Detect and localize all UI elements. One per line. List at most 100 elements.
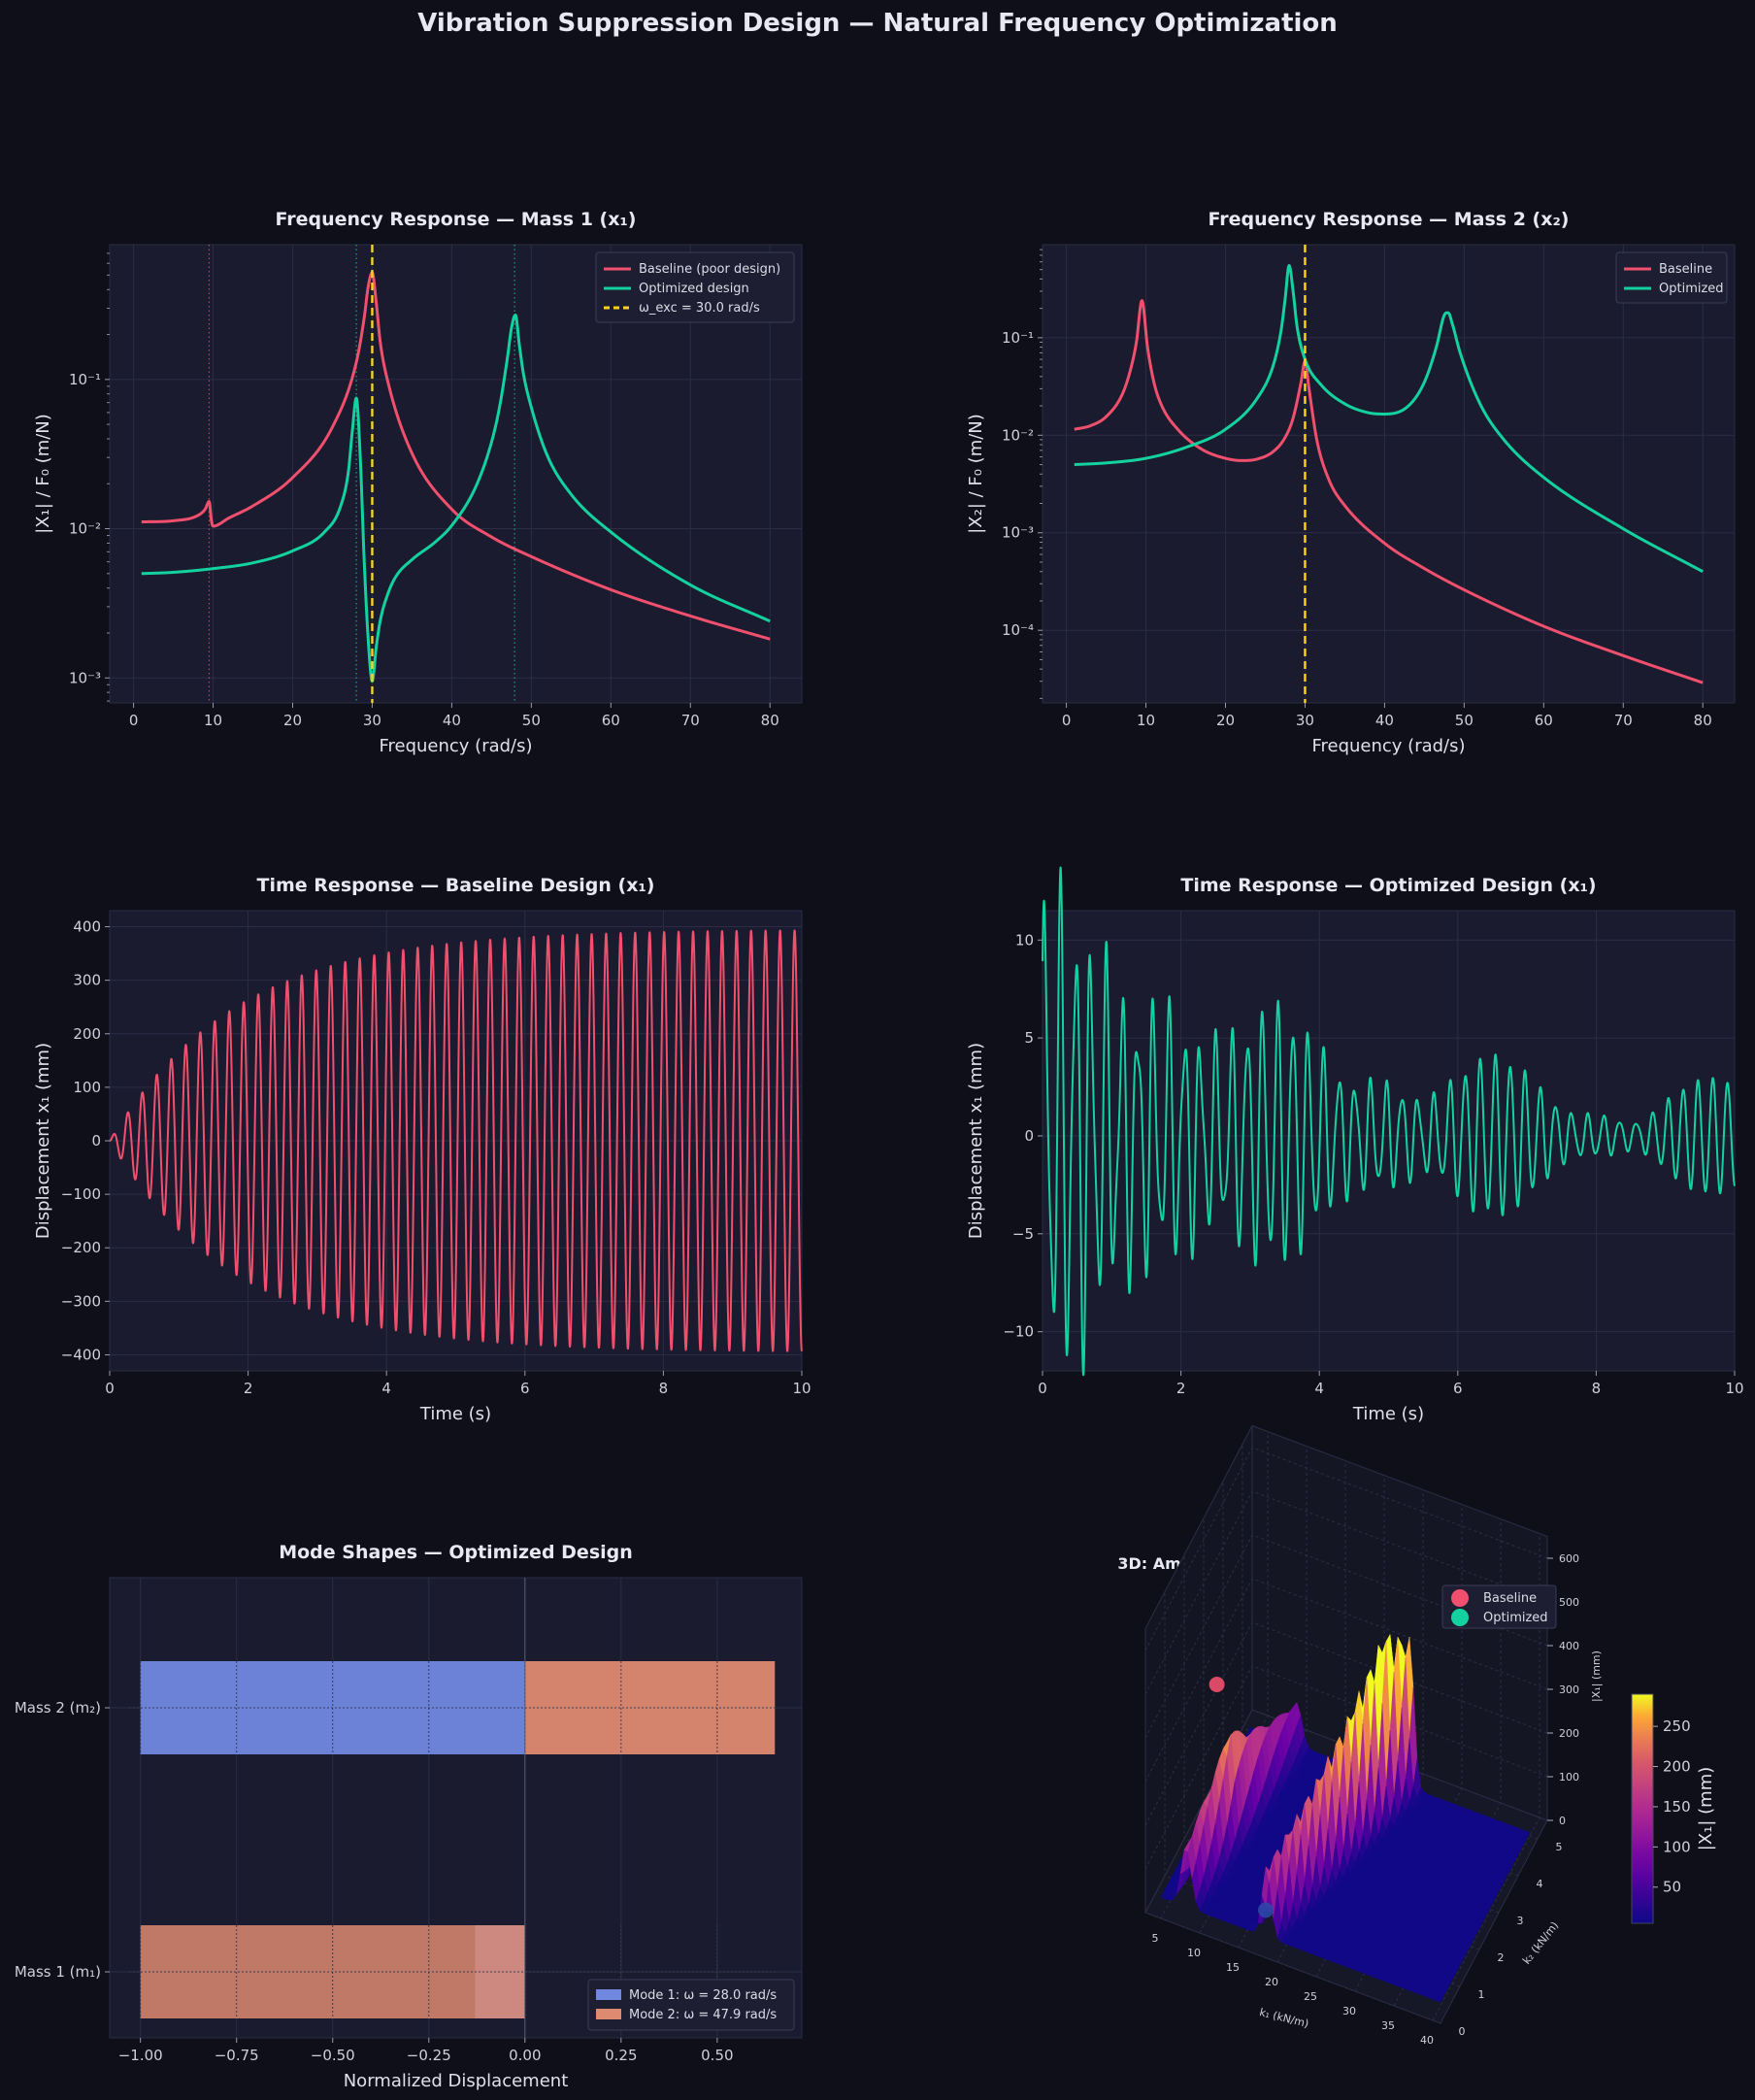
modes-category-label: Mass 1 (m₁) <box>15 1963 101 1981</box>
surface-baseline-point <box>1209 1677 1225 1692</box>
tr1-ytick-label: −200 <box>61 1239 101 1256</box>
surface-xtick-label: 5 <box>1152 1932 1159 1945</box>
surface-surface-facet <box>1436 1992 1445 2003</box>
fr1-xtick-label: 60 <box>602 712 620 729</box>
fr2-xtick-label: 50 <box>1455 712 1474 729</box>
tr1-ytick-label: 400 <box>73 918 101 936</box>
fr1-xtick-label: 0 <box>129 712 139 729</box>
tr2-ytick-label: −5 <box>1012 1225 1034 1243</box>
tr1-ytick-label: −100 <box>61 1185 101 1203</box>
surface-ytick-label: 5 <box>1556 1841 1563 1853</box>
tr1-xtick-label: 6 <box>520 1380 530 1397</box>
fr2-xtick-label: 70 <box>1614 712 1633 729</box>
fr2-xtick-label: 20 <box>1216 712 1235 729</box>
surface-xtick-label: 35 <box>1381 2019 1395 2032</box>
tr1-ylabel: Displacement x₁ (mm) <box>33 1043 53 1239</box>
fr2-xtick-label: 80 <box>1694 712 1712 729</box>
surface-grid <box>1144 1628 1441 2024</box>
fr2-legend-label: Baseline <box>1659 262 1712 277</box>
fr1-xtick-label: 30 <box>363 712 381 729</box>
tr1-title: Time Response — Baseline Design (x₁) <box>257 875 655 896</box>
tr2-series-line <box>1042 866 1736 1377</box>
surface-legend-marker <box>1451 1589 1469 1607</box>
tr2-xtick-label: 2 <box>1176 1380 1186 1397</box>
fr2-ytick-label: 10⁻² <box>1002 426 1034 444</box>
modes-panel: Mode Shapes — Optimized Design −1.00 −0.75… <box>15 1542 803 2091</box>
tr2-axes-bg <box>1042 910 1736 1372</box>
fr2-xtick-label: 40 <box>1375 712 1394 729</box>
surface-ztick-label: 200 <box>1559 1727 1579 1740</box>
tr1-ytick-label: −300 <box>61 1292 101 1310</box>
surface-colorbar-tick-label: 50 <box>1663 1879 1681 1896</box>
tr2-xtick-label: 0 <box>1038 1380 1047 1397</box>
tr2-xtick-label: 6 <box>1453 1380 1463 1397</box>
surface-colorbar <box>1631 1693 1654 1924</box>
fr1-ytick-label: 10⁻² <box>69 520 101 538</box>
fr2-panel: Frequency Response — Mass 2 (x₂) 0 10 20 30 4… <box>966 209 1736 756</box>
tr2-xlabel: Time (s) <box>1352 1404 1424 1424</box>
tr2-title: Time Response — Optimized Design (x₁) <box>1180 875 1596 896</box>
fr2-title: Frequency Response — Mass 2 (x₂) <box>1209 209 1570 230</box>
fr1-xtick-label: 10 <box>204 712 222 729</box>
surface-colorbar-tick-label: 150 <box>1663 1798 1691 1816</box>
tr2-ytick-label: −10 <box>1003 1323 1034 1341</box>
modes-xtick-label: −0.25 <box>407 2047 451 2064</box>
fr1-xtick-label: 50 <box>522 712 541 729</box>
fr1-series-baseline <box>140 271 772 641</box>
modes-legend-swatch <box>596 1989 621 2000</box>
surface-grid <box>1144 1665 1548 1870</box>
modes-xtick-label: −0.75 <box>215 2047 259 2064</box>
modes-xtick-label: 0.00 <box>509 2047 541 2064</box>
fr2-xtick-label: 60 <box>1535 712 1553 729</box>
fr1-xlabel: Frequency (rad/s) <box>379 736 532 756</box>
tr2-ylabel: Displacement x₁ (mm) <box>966 1043 986 1239</box>
surface-ztick-label: 0 <box>1559 1815 1566 1827</box>
surface-zlabel: |X₁| (mm) <box>1590 1650 1603 1702</box>
fr1-title: Frequency Response — Mass 1 (x₁) <box>276 209 637 230</box>
fr2-ytick-label: 10⁻¹ <box>1002 329 1034 347</box>
tr1-xtick-label: 4 <box>381 1380 391 1397</box>
tr1-panel: Time Response — Baseline Design (x₁) 0 2 4 6… <box>33 875 811 1424</box>
modes-title: Mode Shapes — Optimized Design <box>279 1542 633 1563</box>
tr2-xtick-label: 10 <box>1725 1380 1743 1397</box>
fr1-xtick-label: 20 <box>283 712 302 729</box>
tr1-xtick-label: 8 <box>659 1380 669 1397</box>
surface-xtick-label: 25 <box>1304 1990 1317 2003</box>
fr2-legend-label: Optimized <box>1659 282 1724 296</box>
tr1-series-line <box>109 929 803 1352</box>
surface-grid <box>1432 1533 1540 2021</box>
fr1-legend-label: ω_exc = 30.0 rad/s <box>639 301 760 316</box>
tr1-ytick-label: 200 <box>73 1025 101 1043</box>
surface-ztick-label: 100 <box>1559 1771 1579 1783</box>
surface-legend-label: Optimized <box>1483 1611 1548 1625</box>
figure-suptitle: Vibration Suppression Design — Natural F… <box>417 9 1338 38</box>
surface-ytick-label: 4 <box>1537 1878 1543 1890</box>
fr1-ytick-label: 10⁻³ <box>69 669 101 686</box>
fr1-ylabel: |X₁| / F₀ (m/N) <box>33 414 53 534</box>
fr2-xtick-label: 10 <box>1137 712 1155 729</box>
tr1-xlabel: Time (s) <box>419 1404 491 1424</box>
modes-legend <box>587 1979 795 2031</box>
surface-ytick-label: 3 <box>1517 1915 1524 1927</box>
fr1-xtick-label: 70 <box>681 712 700 729</box>
fr1-xtick-label: 80 <box>761 712 779 729</box>
tr2-ytick-label: 5 <box>1024 1029 1034 1047</box>
surface-xtick-label: 40 <box>1420 2034 1434 2047</box>
surface-grid <box>1144 1578 1548 1783</box>
surface-ylabel: k₂ (kN/m) <box>1520 1919 1561 1967</box>
tr2-xtick-label: 4 <box>1314 1380 1324 1397</box>
fr2-legend <box>1615 251 1728 304</box>
surface-legend-marker <box>1451 1609 1469 1626</box>
tr2-ytick-label: 10 <box>1015 931 1034 949</box>
tr2-panel: Time Response — Optimized Design (x₁) 0 2 4… <box>966 866 1744 1424</box>
surface-ytick-label: 0 <box>1459 2025 1466 2038</box>
fr1-panel: Frequency Response — Mass 1 (x₁) 0 10 20 30 4… <box>33 209 803 756</box>
fr2-axes-bg <box>1042 244 1736 704</box>
surface-xtick-label: 30 <box>1342 2005 1356 2017</box>
fr2-ytick-label: 10⁻⁴ <box>1002 621 1034 639</box>
modes-xtick-label: 0.50 <box>701 2047 733 2064</box>
fr2-ytick-label: 10⁻³ <box>1002 524 1034 542</box>
surface-grid <box>1144 1621 1548 1826</box>
modes-category-label: Mass 2 (m₂) <box>15 1699 101 1717</box>
